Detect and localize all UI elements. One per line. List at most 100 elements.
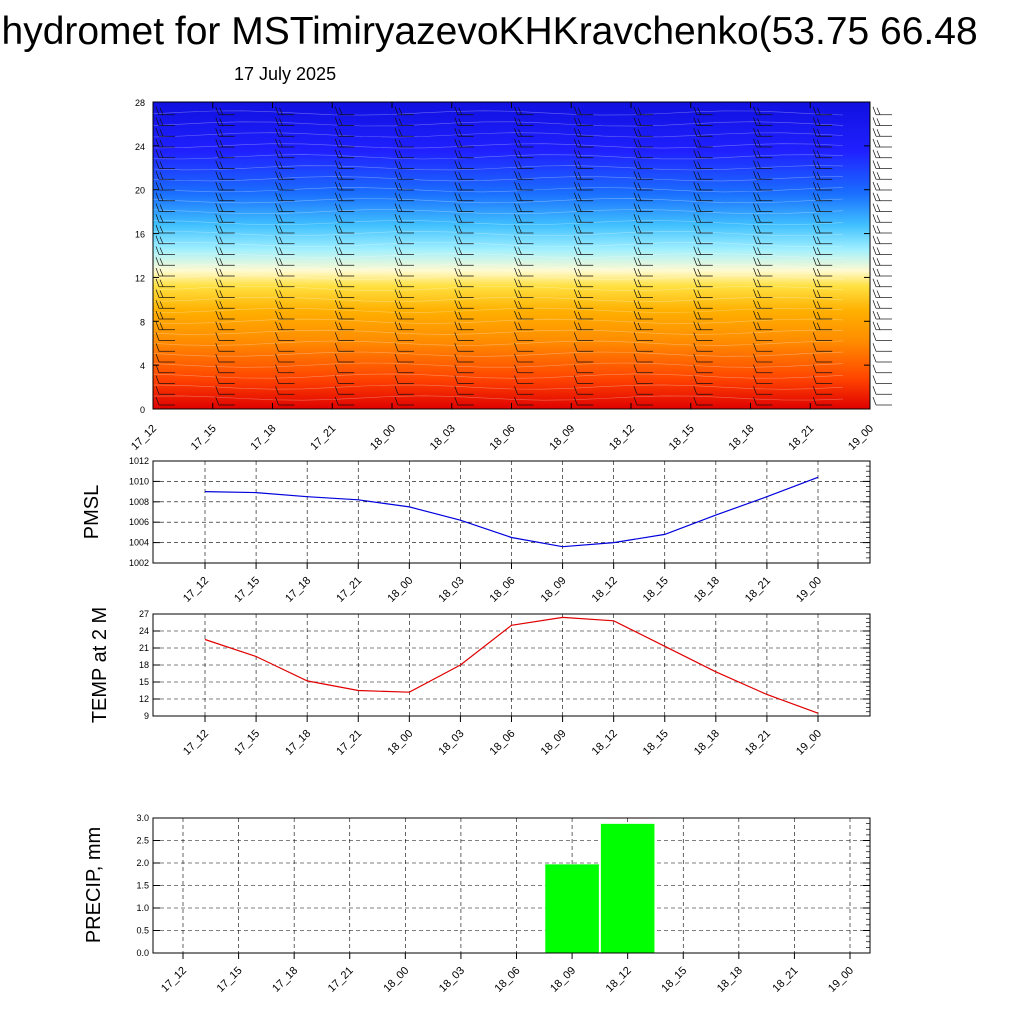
wind-barb — [693, 224, 713, 234]
wind-barb — [394, 353, 414, 363]
x-tick-label: 18_09 — [548, 965, 578, 995]
wind-barb — [215, 300, 235, 309]
x-tick-label: 18_00 — [385, 575, 415, 605]
x-tick-label: 17_18 — [283, 575, 313, 605]
contour-line — [152, 154, 844, 160]
precip-panel: 0.0 0.5 1.0 1.5 2.0 2.5 3.0 17_12 17_15 17_18 17_2… — [83, 813, 871, 995]
wind-barb — [394, 171, 414, 180]
wind-barb — [275, 364, 295, 374]
wind-barb — [872, 138, 892, 148]
wind-barb — [454, 364, 474, 374]
wind-barb — [215, 396, 235, 406]
wind-barb — [872, 364, 892, 374]
wind-barb — [573, 117, 594, 126]
contour-line — [152, 220, 844, 226]
x-tick-label: 17_12 — [181, 575, 211, 605]
wind-barb — [275, 246, 295, 255]
wind-barb — [394, 246, 414, 255]
wind-barb — [394, 149, 414, 159]
wind-barb — [215, 246, 235, 255]
wind-barb — [155, 192, 175, 202]
contour-line — [152, 329, 844, 335]
x-tick-label: 19_00 — [794, 728, 824, 758]
wind-barb — [334, 278, 355, 288]
wind-barb — [633, 386, 653, 395]
wind-barb — [514, 214, 534, 223]
wind-barb — [753, 117, 773, 126]
wind-barb — [573, 106, 594, 116]
y-tick-label: 4 — [140, 361, 145, 371]
wind-barb — [633, 117, 653, 126]
wind-barb — [454, 149, 474, 159]
y-tick-label: 15 — [139, 677, 149, 687]
x-tick-label: 18_00 — [381, 965, 411, 995]
y-tick-label: 2.5 — [136, 836, 149, 846]
wind-barb — [215, 278, 235, 288]
wind-barb — [454, 343, 474, 352]
wind-barb — [334, 332, 355, 341]
contour-line — [152, 176, 844, 182]
wind-barb — [394, 321, 414, 331]
wind-barb — [693, 138, 713, 148]
wind-barb — [693, 321, 713, 331]
wind-barb — [753, 214, 773, 223]
wind-barb — [394, 310, 414, 320]
wind-barb — [394, 343, 414, 352]
wind-barb — [753, 310, 773, 320]
y-tick-label: 27 — [139, 609, 149, 619]
wind-barb — [334, 235, 355, 245]
wind-barb — [275, 117, 295, 126]
wind-barb — [872, 332, 892, 341]
x-tick-label: 17_21 — [326, 965, 356, 995]
wind-barb — [275, 224, 295, 234]
y-tick-label: 9 — [144, 711, 149, 721]
contour-line — [152, 340, 844, 346]
wind-barb — [215, 321, 235, 331]
wind-barb — [872, 375, 892, 384]
wind-barb — [215, 138, 235, 148]
wind-barb — [514, 171, 534, 180]
wind-barb — [573, 364, 594, 374]
y-tick-label: 12 — [135, 273, 145, 283]
wind-barb — [334, 300, 355, 309]
wind-barb — [812, 224, 833, 234]
wind-barb — [573, 214, 594, 223]
wind-barb — [454, 235, 474, 245]
pmsl-panel: 1002 1004 1006 1008 1010 1012 17_12 17_15 17_18 1… — [81, 456, 871, 605]
wind-barb — [872, 353, 892, 363]
x-tick-label: 18_03 — [437, 965, 467, 995]
x-tick-label: 18_00 — [385, 728, 415, 758]
wind-barb — [633, 257, 653, 266]
wind-barb — [454, 267, 474, 277]
wind-barb — [693, 128, 713, 137]
wind-barb — [693, 332, 713, 341]
wind-barb — [454, 246, 474, 255]
wind-barb — [573, 160, 594, 169]
wind-barb — [812, 289, 833, 298]
wind-barb — [573, 246, 594, 255]
wind-barb — [812, 396, 833, 406]
wind-barb — [514, 128, 534, 137]
wind-barb — [812, 181, 833, 191]
x-tick-label: 18_15 — [659, 965, 689, 995]
wind-barb — [514, 343, 534, 352]
wind-barb — [573, 300, 594, 309]
y-tick-label: 0.0 — [136, 948, 149, 958]
contour-line — [152, 187, 844, 193]
wind-barb — [514, 353, 534, 363]
x-tick-label: 18_21 — [743, 728, 773, 758]
contour-line — [152, 351, 844, 357]
wind-barb — [693, 310, 713, 320]
wind-barb — [275, 278, 295, 288]
wind-barb — [753, 235, 773, 245]
wind-barb — [753, 149, 773, 159]
wind-barb — [812, 106, 833, 116]
x-tick-label: 18_18 — [715, 965, 745, 995]
wind-barb — [573, 375, 594, 384]
x-tick-label: 19_00 — [826, 965, 856, 995]
wind-barb — [454, 128, 474, 137]
x-tick-label: 17_18 — [283, 728, 313, 758]
wind-barb — [334, 321, 355, 331]
x-tick-label: 17_18 — [270, 965, 300, 995]
wind-barb — [394, 117, 414, 126]
